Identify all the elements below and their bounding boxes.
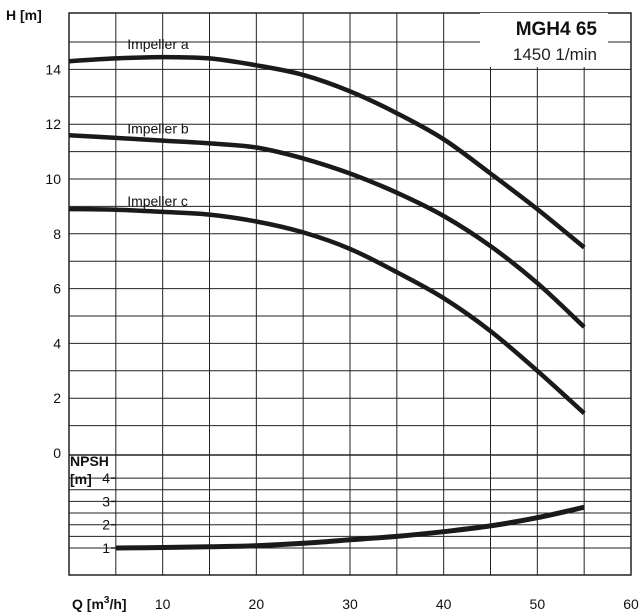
- y-tick-label: 6: [53, 281, 61, 297]
- y-tick-label: 2: [53, 390, 61, 406]
- x-tick-label: 60: [623, 596, 639, 612]
- npsh-tick-label: 1: [102, 540, 110, 556]
- series-label: Impeller c: [127, 193, 188, 209]
- x-tick-label: 10: [155, 596, 171, 612]
- chart-title: MGH4 65: [516, 19, 598, 40]
- series-label: Impeller a: [127, 36, 189, 52]
- x-tick-label: 40: [436, 596, 452, 612]
- plot-frame: [68, 12, 632, 576]
- series-label: Impeller b: [127, 121, 189, 137]
- npsh-tick-label: 3: [102, 493, 110, 509]
- npsh-tick-label: 2: [102, 517, 110, 533]
- curves: Impeller a Impeller b Impeller c: [68, 36, 586, 551]
- x-tick-label: 20: [249, 596, 265, 612]
- x-tick-label: 50: [530, 596, 546, 612]
- y-tick-label: 0: [53, 445, 61, 461]
- curve-npsh: [115, 504, 585, 551]
- y-axis-label: H [m]: [6, 7, 42, 23]
- curve-impeller-a: [68, 54, 586, 250]
- curve-impeller-c: [68, 206, 586, 415]
- y-tick-label: 14: [45, 61, 61, 77]
- curve-impeller-b: [68, 132, 586, 329]
- x-tick-label: 30: [342, 596, 358, 612]
- y-tick-label: 10: [45, 171, 61, 187]
- chart-subtitle: 1450 1/min: [513, 45, 597, 64]
- x-axis-label: Q [m3/h]: [72, 595, 127, 612]
- x-axis-label-sup: 3: [104, 595, 110, 606]
- y-tick-label: 8: [53, 226, 61, 242]
- npsh-unit-label: [m]: [70, 471, 92, 487]
- y-tick-label: 12: [45, 116, 61, 132]
- npsh-tick-label: 4: [102, 470, 110, 486]
- plot-border: [68, 12, 632, 576]
- x-axis-label-tail: /h]: [109, 596, 126, 612]
- npsh-label: NPSH: [70, 453, 109, 469]
- x-axis-label-main: Q [m: [72, 596, 104, 612]
- title-box: [480, 13, 608, 67]
- y-tick-label: 4: [53, 335, 61, 351]
